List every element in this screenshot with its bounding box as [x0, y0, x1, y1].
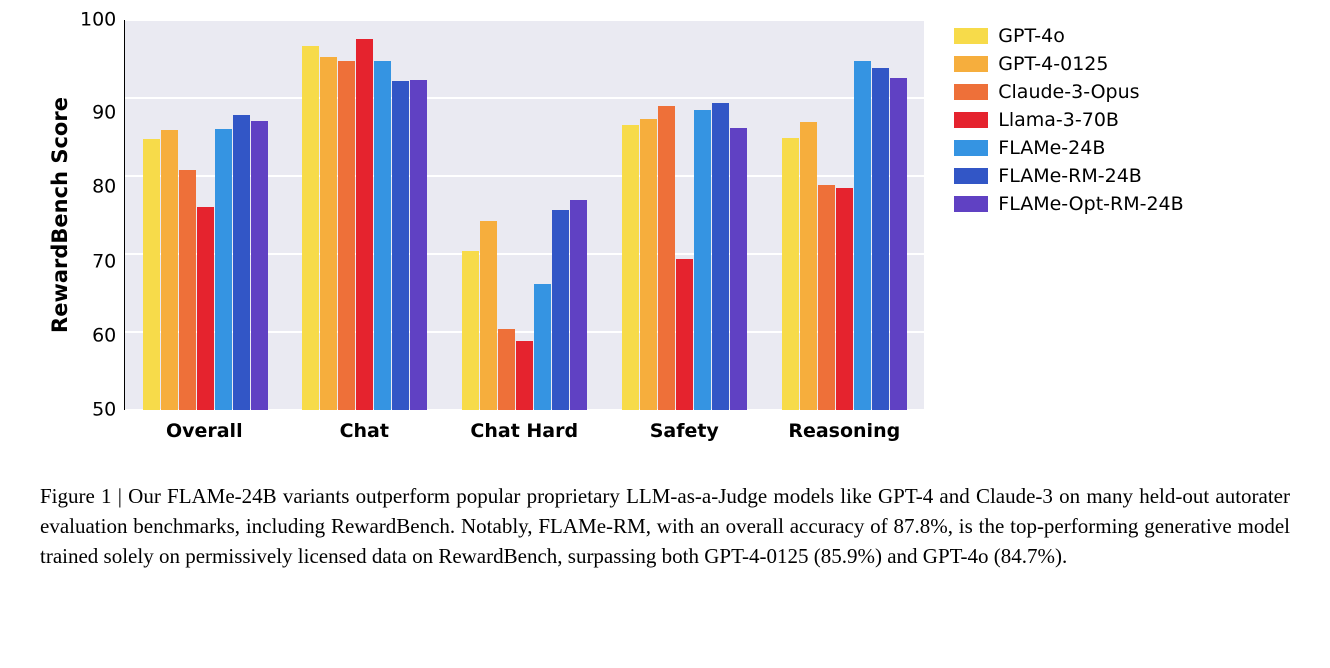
bar — [233, 115, 250, 410]
bar — [338, 61, 355, 410]
bar — [658, 106, 675, 410]
bar — [872, 68, 889, 410]
bar — [462, 251, 479, 410]
bar — [302, 46, 319, 410]
bar — [694, 110, 711, 410]
canvas-column: OverallChatChat HardSafetyReasoning — [124, 20, 924, 442]
bar — [854, 61, 871, 410]
legend-item: GPT-4o — [954, 25, 1183, 47]
figure: RewardBench Score 1009080706050 OverallC… — [40, 20, 1290, 571]
y-axis-label: RewardBench Score — [48, 97, 72, 333]
bar — [161, 130, 178, 410]
bar-group — [764, 20, 924, 410]
legend-item: FLAMe-Opt-RM-24B — [954, 193, 1183, 215]
legend-swatch — [954, 140, 988, 156]
bar — [800, 122, 817, 410]
bars-layer — [125, 20, 924, 410]
ylabel-column: RewardBench Score — [40, 20, 80, 410]
bar — [570, 200, 587, 410]
bar — [712, 103, 729, 410]
legend-swatch — [954, 56, 988, 72]
bar-group — [445, 20, 605, 410]
legend-item: GPT-4-0125 — [954, 53, 1183, 75]
bar — [374, 61, 391, 410]
legend-swatch — [954, 84, 988, 100]
bar — [782, 138, 799, 410]
bar — [143, 139, 160, 410]
y-tick: 100 — [80, 11, 116, 30]
legend-swatch — [954, 28, 988, 44]
bar — [392, 81, 409, 410]
bar — [818, 185, 835, 410]
bar-group — [285, 20, 445, 410]
y-ticks: 1009080706050 — [80, 20, 124, 410]
bar — [320, 57, 337, 410]
x-label: Chat Hard — [444, 410, 604, 442]
bar — [251, 121, 268, 410]
legend-label: FLAMe-Opt-RM-24B — [998, 193, 1183, 215]
legend-label: GPT-4-0125 — [998, 53, 1108, 75]
legend-item: Llama-3-70B — [954, 109, 1183, 131]
y-tick: 80 — [92, 178, 116, 197]
legend-swatch — [954, 196, 988, 212]
x-labels-row: OverallChatChat HardSafetyReasoning — [124, 410, 924, 442]
legend-item: FLAMe-RM-24B — [954, 165, 1183, 187]
plot-area: RewardBench Score 1009080706050 OverallC… — [40, 20, 924, 442]
y-tick: 60 — [92, 326, 116, 345]
bar — [215, 129, 232, 410]
legend-label: FLAMe-RM-24B — [998, 165, 1142, 187]
y-tick: 70 — [92, 252, 116, 271]
figure-caption: Figure 1 | Our FLAMe-24B variants outper… — [40, 482, 1290, 571]
bar — [622, 125, 639, 410]
x-label: Safety — [604, 410, 764, 442]
bar — [179, 170, 196, 410]
bar — [552, 210, 569, 410]
legend-label: GPT-4o — [998, 25, 1065, 47]
legend-label: Llama-3-70B — [998, 109, 1119, 131]
y-tick: 50 — [92, 400, 116, 419]
bar-group — [125, 20, 285, 410]
y-tick: 90 — [92, 104, 116, 123]
bar — [197, 207, 214, 410]
bar — [356, 39, 373, 410]
bar — [640, 119, 657, 410]
bar — [410, 80, 427, 410]
chart-canvas — [124, 20, 924, 410]
legend-swatch — [954, 112, 988, 128]
x-label: Reasoning — [764, 410, 924, 442]
bar — [480, 221, 497, 410]
bar — [676, 259, 693, 410]
bar-group — [605, 20, 765, 410]
legend-item: Claude-3-Opus — [954, 81, 1183, 103]
bar — [836, 188, 853, 410]
legend: GPT-4o GPT-4-0125 Claude-3-Opus Llama-3-70B… — [924, 20, 1183, 221]
bar — [890, 78, 907, 410]
legend-label: FLAMe-24B — [998, 137, 1105, 159]
x-label: Overall — [124, 410, 284, 442]
legend-label: Claude-3-Opus — [998, 81, 1139, 103]
bar — [534, 284, 551, 410]
legend-swatch — [954, 168, 988, 184]
bar — [730, 128, 747, 410]
legend-item: FLAMe-24B — [954, 137, 1183, 159]
bar — [498, 329, 515, 410]
bar — [516, 341, 533, 410]
chart-row: RewardBench Score 1009080706050 OverallC… — [40, 20, 1290, 442]
x-label: Chat — [284, 410, 444, 442]
